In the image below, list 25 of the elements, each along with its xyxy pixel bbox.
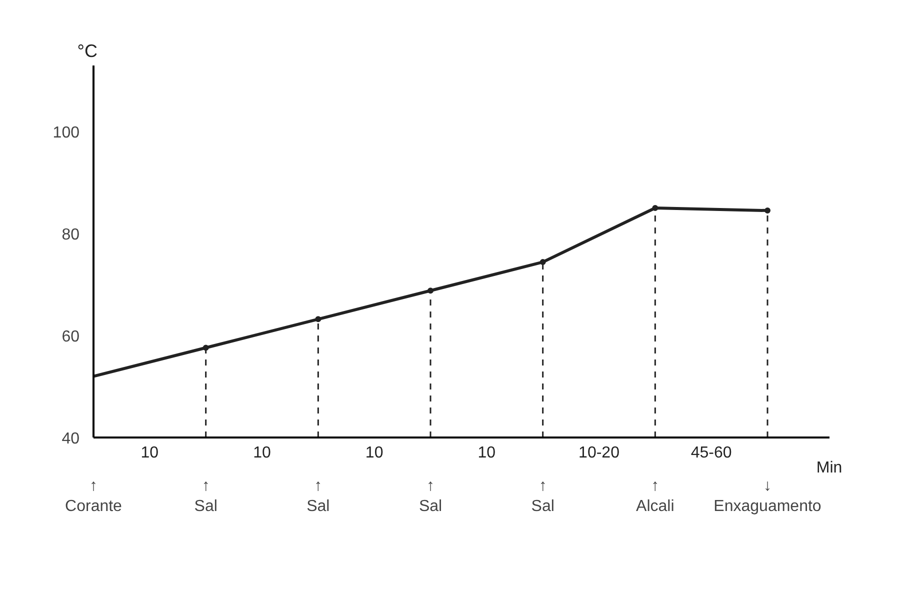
x-axis-title: Min <box>816 460 842 476</box>
point <box>652 205 658 211</box>
point <box>428 288 434 294</box>
x-tick-label: ↑ Alcali <box>636 478 674 515</box>
x-tick-label: ↑ Sal <box>531 478 554 515</box>
text: 45-60 <box>690 444 732 462</box>
text: 10 <box>253 444 271 462</box>
point <box>540 259 546 266</box>
x-tick-label: ↓ Enxaguamento <box>714 478 822 515</box>
point <box>764 208 770 214</box>
y-tick-label: 60 <box>62 328 80 346</box>
y-tick-label: 40 <box>62 430 80 448</box>
text: 10 <box>140 444 159 462</box>
x-tick-label: ↑ Sal <box>194 478 218 515</box>
x-tick-label: ↑ Sal <box>418 478 442 515</box>
point <box>202 344 209 351</box>
x-tick-label: ↑ Corante <box>65 478 122 515</box>
text: 10 <box>365 444 384 462</box>
y-tick-label: 80 <box>62 226 80 244</box>
text: 10 <box>478 444 496 462</box>
x-tick-label: ↑ Sal <box>306 478 330 515</box>
y-tick-label: 100 <box>52 124 80 142</box>
point <box>315 316 322 322</box>
text: 10-20 <box>578 444 620 462</box>
y-axis-title: °C <box>77 41 98 62</box>
